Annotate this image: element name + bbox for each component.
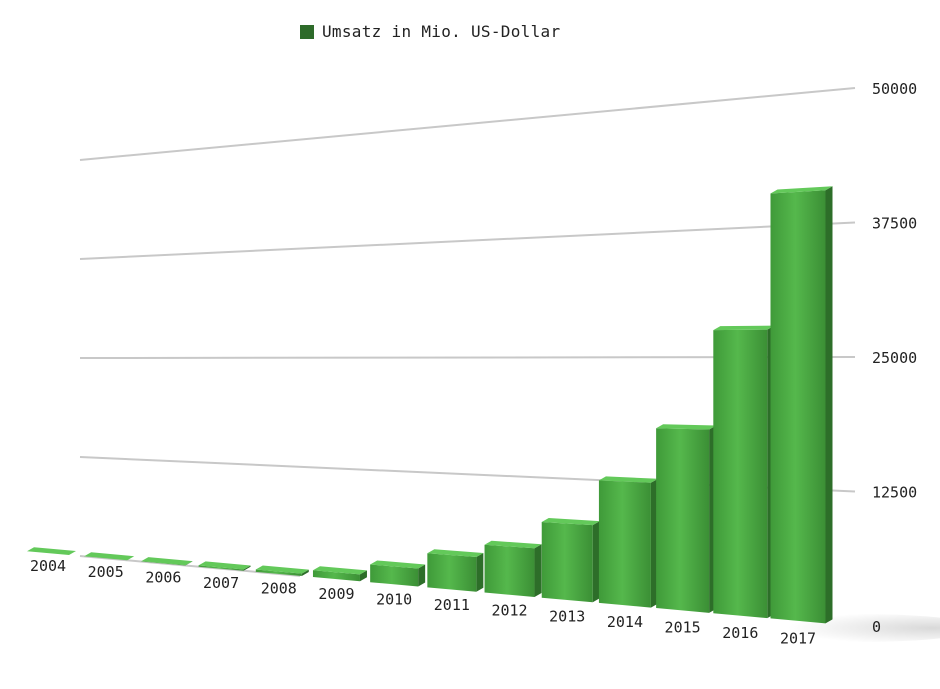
bar-top bbox=[370, 560, 426, 569]
bar-top bbox=[427, 549, 484, 558]
bar bbox=[255, 565, 309, 577]
y-tick-label: 50000 bbox=[872, 80, 917, 98]
bar bbox=[370, 560, 426, 587]
bar bbox=[312, 566, 367, 582]
x-tick-label: 2006 bbox=[145, 568, 181, 586]
bar-front bbox=[656, 428, 710, 613]
bar-front bbox=[312, 570, 360, 582]
bar bbox=[484, 540, 542, 598]
x-tick-label: 2010 bbox=[376, 591, 412, 609]
floor-shadow bbox=[740, 614, 940, 642]
bar-front bbox=[198, 565, 244, 571]
bar-top bbox=[141, 557, 193, 566]
x-tick-label: 2015 bbox=[665, 618, 701, 636]
x-tick-label: 2009 bbox=[318, 585, 354, 603]
bar-side bbox=[301, 569, 309, 577]
bar-front bbox=[370, 564, 419, 587]
bar-side bbox=[69, 551, 76, 556]
x-tick-label: 2013 bbox=[549, 607, 585, 625]
bar-front bbox=[770, 190, 826, 624]
bar bbox=[770, 186, 833, 624]
x-tick-label: 2012 bbox=[491, 602, 527, 620]
bar-top bbox=[84, 552, 135, 561]
bar-front bbox=[427, 553, 477, 592]
legend-swatch bbox=[300, 24, 314, 39]
bar bbox=[713, 325, 775, 619]
bar-top bbox=[656, 424, 717, 430]
bar bbox=[27, 547, 76, 556]
bar bbox=[427, 549, 484, 592]
bar-front bbox=[484, 544, 535, 598]
bar bbox=[598, 476, 658, 608]
bar bbox=[541, 518, 600, 603]
bar bbox=[198, 561, 251, 571]
bar-top bbox=[770, 186, 833, 194]
legend: Umsatz in Mio. US-Dollar bbox=[300, 22, 560, 41]
bar-side bbox=[185, 561, 193, 566]
bar-front bbox=[598, 480, 651, 608]
bar-front bbox=[255, 569, 302, 577]
bar-front bbox=[141, 561, 186, 566]
bar-top bbox=[198, 561, 251, 570]
bar bbox=[141, 557, 193, 566]
bar-side bbox=[127, 556, 135, 561]
gridline bbox=[79, 87, 856, 161]
bar-side bbox=[825, 186, 833, 624]
bar-top bbox=[255, 565, 309, 574]
y-tick-label: 37500 bbox=[872, 215, 917, 233]
bar-side bbox=[592, 521, 600, 603]
bar-front bbox=[27, 551, 69, 556]
bar-front bbox=[84, 556, 128, 561]
y-tick-label: 12500 bbox=[872, 484, 917, 502]
x-tick-label: 2007 bbox=[203, 574, 239, 592]
x-tick-label: 2014 bbox=[607, 613, 643, 631]
bar-top bbox=[312, 566, 367, 575]
bar-top bbox=[541, 518, 600, 526]
x-tick-label: 2017 bbox=[780, 630, 816, 648]
y-tick-label: 25000 bbox=[872, 349, 917, 367]
bar-side bbox=[534, 544, 542, 598]
gridline bbox=[79, 221, 856, 260]
bar-top bbox=[484, 540, 542, 549]
bar bbox=[656, 424, 717, 613]
bar-side bbox=[418, 564, 426, 587]
x-tick-label: 2004 bbox=[30, 557, 66, 575]
y-tick-label: 0 bbox=[872, 618, 881, 636]
x-tick-label: 2016 bbox=[722, 624, 758, 642]
x-tick-label: 2011 bbox=[434, 596, 470, 614]
bar-side bbox=[476, 553, 484, 592]
bar-top bbox=[598, 476, 658, 483]
legend-label: Umsatz in Mio. US-Dollar bbox=[322, 22, 561, 41]
bar-side bbox=[359, 570, 367, 582]
bar-front bbox=[713, 329, 768, 619]
gridline-zero bbox=[79, 555, 301, 577]
bar bbox=[84, 552, 135, 561]
bar-side bbox=[243, 565, 251, 571]
x-tick-label: 2008 bbox=[261, 579, 297, 597]
x-tick-label: 2005 bbox=[88, 563, 124, 581]
bar-top bbox=[27, 547, 76, 556]
bar-front bbox=[541, 522, 593, 603]
bar-top bbox=[713, 325, 775, 331]
